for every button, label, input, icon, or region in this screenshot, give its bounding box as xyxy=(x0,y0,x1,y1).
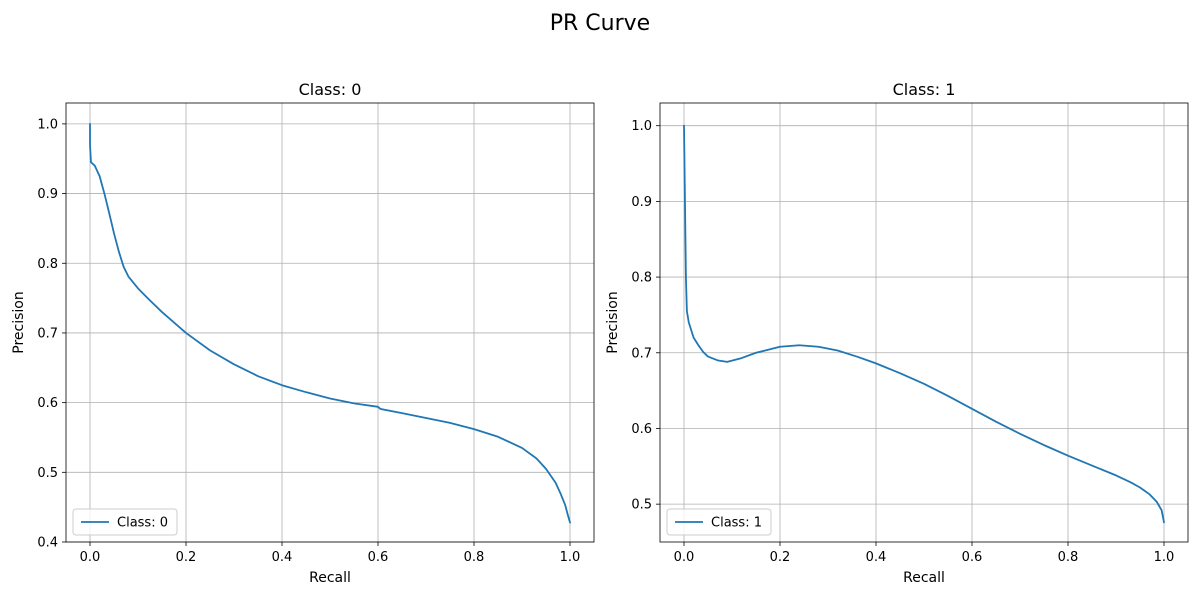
y-tick-label: 1.0 xyxy=(631,119,652,134)
x-tick-label: 0.8 xyxy=(1058,550,1079,565)
x-tick-label: 0.6 xyxy=(368,550,389,565)
x-tick-label: 0.2 xyxy=(176,550,197,565)
panel-class-0: 0.0 0.2 0.4 0.6 0.8 1.0 0.4 0.5 0.6 0.7 0.8 0.9 1.0 C… xyxy=(11,80,595,586)
axes-frame xyxy=(65,102,595,543)
axes-frame xyxy=(659,102,1189,543)
panel-title: Class: 1 xyxy=(893,80,956,99)
y-tick-label: 0.5 xyxy=(37,466,58,481)
series-line-0 xyxy=(89,123,571,524)
legend-frame xyxy=(666,508,772,536)
figure-suptitle: PR Curve xyxy=(550,11,650,36)
x-tick-label: 0.0 xyxy=(674,550,695,565)
x-tick-label: 0.0 xyxy=(80,550,101,565)
legend: Class: 0 xyxy=(72,508,178,536)
y-axis-label: Precision xyxy=(11,291,27,353)
x-axis-label: Recall xyxy=(309,570,351,586)
x-tick-label: 0.6 xyxy=(962,550,983,565)
y-tick-label: 0.7 xyxy=(37,326,58,341)
legend-frame xyxy=(72,508,178,536)
y-tick-label: 0.6 xyxy=(631,422,652,437)
y-tick-label: 0.9 xyxy=(37,187,58,202)
y-tick-label: 0.9 xyxy=(631,195,652,210)
x-axis-label: Recall xyxy=(903,570,945,586)
panel-title: Class: 0 xyxy=(299,80,362,99)
y-tick-label: 0.8 xyxy=(37,257,58,272)
legend-label: Class: 1 xyxy=(711,516,762,531)
x-tick-label: 1.0 xyxy=(560,550,581,565)
x-tick-label: 0.2 xyxy=(770,550,791,565)
y-tick-label: 0.7 xyxy=(631,346,652,361)
x-tick-label: 0.8 xyxy=(464,550,485,565)
x-tick-label: 0.4 xyxy=(866,550,887,565)
legend: Class: 1 xyxy=(666,508,772,536)
y-tick-label: 1.0 xyxy=(37,117,58,132)
y-tick-label: 0.6 xyxy=(37,396,58,411)
y-tick-label: 0.8 xyxy=(631,271,652,286)
panel-class-1: 0.0 0.2 0.4 0.6 0.8 1.0 0.5 0.6 0.7 0.8 0.9 1.0 Clas… xyxy=(605,80,1189,586)
y-tick-label: 0.5 xyxy=(631,498,652,513)
x-tick-label: 0.4 xyxy=(272,550,293,565)
series-line-0 xyxy=(683,124,1165,524)
legend-label: Class: 0 xyxy=(117,516,168,531)
x-tick-label: 1.0 xyxy=(1154,550,1175,565)
grid-lines xyxy=(660,103,1188,542)
y-tick-label: 0.4 xyxy=(37,536,58,551)
y-axis-label: Precision xyxy=(605,291,621,353)
grid-lines xyxy=(66,103,594,543)
